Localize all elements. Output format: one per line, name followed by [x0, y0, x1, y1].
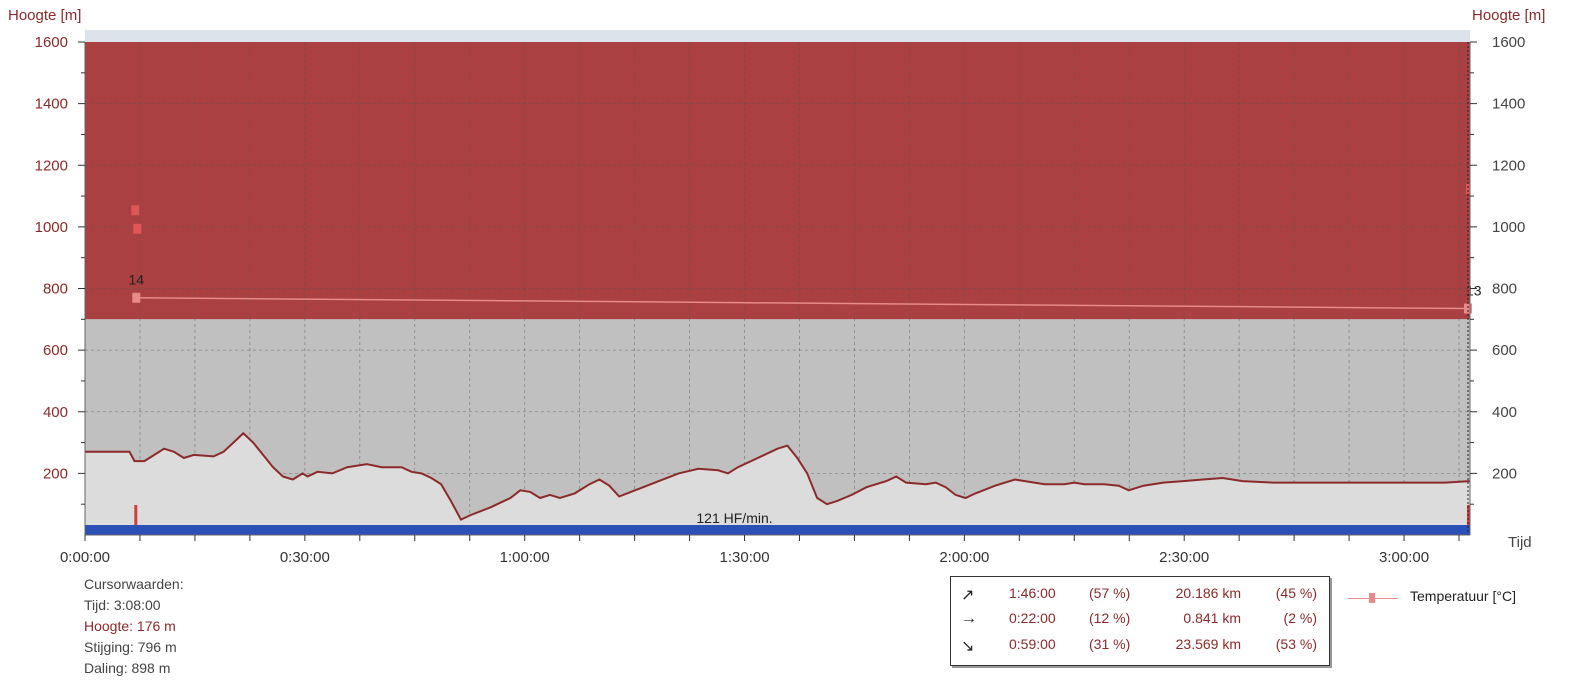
stats-row-uphill: ↗ 1:46:00 (57 %) 20.186 km (45 %)	[951, 585, 1329, 607]
y-tick-label-right: 200	[1492, 465, 1517, 482]
stats-distance: 20.186 km	[1175, 585, 1241, 601]
y-tick-label-left: 1000	[35, 219, 68, 236]
stats-time-pct: (57 %)	[1089, 585, 1131, 601]
y-tick-label-right: 1400	[1492, 96, 1525, 113]
stats-distance-pct: (53 %)	[1275, 636, 1317, 652]
temperature-line	[136, 296, 1469, 310]
y-tick-label-left: 400	[43, 404, 68, 421]
start-marker	[134, 505, 138, 525]
x-tick-label: 1:00:00	[500, 549, 550, 566]
heart-rate-band	[85, 525, 1470, 535]
stats-time-pct: (12 %)	[1089, 610, 1131, 626]
y-axis-title-right: Hoogte [m]	[1472, 7, 1546, 24]
x-tick-label: 2:30:00	[1159, 549, 1209, 566]
y-tick-label-left: 800	[43, 281, 68, 298]
legend-marker	[1369, 593, 1375, 603]
x-tick-label: 2:00:00	[939, 549, 989, 566]
stats-distance-pct: (45 %)	[1275, 585, 1317, 601]
y-tick-label-left: 1200	[35, 157, 68, 174]
x-tick-label: 0:00:00	[60, 549, 110, 566]
y-tick-label-right: 1200	[1492, 157, 1525, 174]
elevation-area	[85, 433, 1470, 535]
heart-rate-label: 121 HF/min.	[696, 510, 772, 526]
arrow-up-right-icon: ↗	[961, 587, 975, 604]
y-tick-label-left: 1400	[35, 96, 68, 113]
temperature-start-marker	[132, 292, 141, 303]
stats-time: 0:59:00	[1009, 636, 1056, 652]
stats-row-flat: → 0:22:00 (12 %) 0.841 km (2 %)	[951, 610, 1329, 632]
cursor-ascent: Stijging: 796 m	[84, 639, 177, 655]
stats-distance-pct: (2 %)	[1283, 610, 1317, 626]
y-axis-title-left: Hoogte [m]	[8, 7, 82, 24]
plot-top-margin	[85, 30, 1470, 42]
y-tick-label-right: 600	[1492, 342, 1517, 359]
cursor-descent: Daling: 898 m	[84, 660, 171, 676]
cursor-height: Hoogte: 176 m	[84, 618, 176, 634]
temperature-end-marker	[1464, 303, 1472, 314]
elevation-line	[85, 431, 1471, 521]
marker-square	[133, 223, 142, 234]
y-tick-label-left: 200	[43, 465, 68, 482]
x-axis-title: Tijd	[1508, 534, 1532, 551]
cursor-title: Cursorwaarden:	[84, 576, 184, 592]
stats-time: 0:22:00	[1009, 610, 1056, 626]
cursor-time: Tijd: 3:08:00	[84, 597, 161, 613]
x-tick-label: 1:30:00	[720, 549, 770, 566]
heart-rate-zone-band	[85, 42, 1470, 320]
stats-row-downhill: ↘ 0:59:00 (31 %) 23.569 km (53 %)	[951, 636, 1329, 658]
arrow-down-right-icon: ↘	[961, 638, 975, 655]
marker-square	[131, 205, 140, 216]
arrow-right-icon: →	[961, 610, 977, 627]
stats-distance: 23.569 km	[1175, 636, 1241, 652]
marker-square	[1466, 183, 1470, 194]
stats-distance: 0.841 km	[1183, 610, 1241, 626]
temperature-start-label: 14	[129, 272, 145, 288]
x-tick-label: 3:00:00	[1379, 549, 1429, 566]
y-tick-label-right: 1600	[1492, 34, 1525, 51]
stats-time: 1:46:00	[1009, 585, 1056, 601]
x-tick-label: 0:30:00	[280, 549, 330, 566]
y-tick-label-right: 1000	[1492, 219, 1525, 236]
gradient-stats-panel: ↗ 1:46:00 (57 %) 20.186 km (45 %) → 0:22…	[950, 576, 1330, 666]
y-tick-label-left: 1600	[35, 34, 68, 51]
y-tick-label-left: 600	[43, 342, 68, 359]
y-tick-label-right: 800	[1492, 281, 1517, 298]
cursor-values: Cursorwaarden: Tijd: 3:08:00 Hoogte: 176…	[84, 574, 184, 679]
y-tick-label-right: 400	[1492, 404, 1517, 421]
legend-label: Temperatuur [°C]	[1410, 588, 1516, 604]
stats-time-pct: (31 %)	[1089, 636, 1131, 652]
